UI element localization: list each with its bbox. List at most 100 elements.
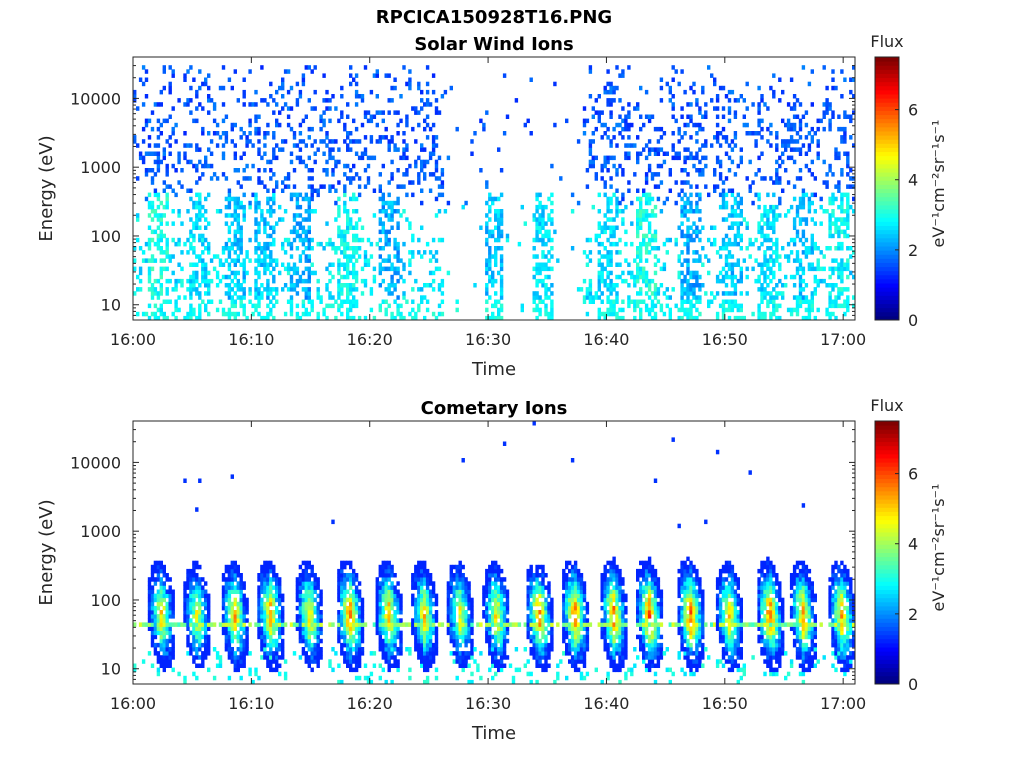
flux-cell [337, 638, 341, 644]
flux-cell [295, 291, 300, 296]
flux-cell [195, 638, 199, 644]
flux-cell [227, 618, 232, 623]
flux-cell [278, 593, 282, 599]
flux-cell [165, 614, 169, 619]
flux-cell [192, 626, 196, 631]
flux-cell [242, 581, 246, 586]
flux-cell [192, 610, 196, 615]
flux-cell [760, 176, 764, 181]
flux-cell [201, 172, 205, 177]
flux-cell [177, 159, 181, 165]
flux-cell [751, 131, 755, 136]
flux-cell [354, 622, 359, 627]
flux-cell [671, 131, 675, 136]
flux-cell [692, 122, 696, 128]
flux-cell [198, 311, 202, 317]
flux-cell [301, 573, 306, 578]
flux-cell [644, 303, 649, 309]
flux-cell [425, 102, 430, 107]
flux-cell [686, 250, 690, 255]
flux-cell [807, 200, 812, 206]
flux-cell [245, 618, 249, 623]
flux-cell [221, 622, 226, 627]
colorbar-swatch [875, 246, 899, 251]
flux-cell [307, 597, 311, 603]
flux-cell [230, 638, 234, 644]
flux-cell [204, 618, 208, 623]
flux-cell [174, 299, 178, 304]
flux-cell [627, 114, 631, 119]
flux-cell [597, 307, 601, 313]
flux-cell [828, 221, 832, 226]
flux-cell [263, 262, 267, 267]
flux-cell [201, 131, 205, 136]
flux-cell [340, 110, 344, 115]
flux-cell [272, 229, 276, 235]
flux-cell [236, 98, 240, 103]
flux-cell [289, 303, 294, 309]
flux-cell [245, 647, 249, 652]
flux-cell [479, 225, 483, 230]
flux-cell [174, 139, 178, 144]
flux-cell [313, 159, 317, 165]
flux-cell [491, 233, 495, 239]
flux-cell [659, 180, 664, 185]
flux-cell [494, 291, 498, 296]
flux-cell [307, 634, 311, 640]
flux-cell [760, 151, 764, 156]
flux-cell [319, 184, 323, 189]
flux-cell [263, 634, 267, 640]
flux-cell [639, 126, 643, 132]
flux-cell [795, 204, 800, 210]
flux-cell [636, 209, 640, 214]
flux-cell [683, 291, 687, 296]
flux-cell [357, 581, 362, 586]
flux-cell [659, 147, 664, 152]
flux-cell [597, 315, 601, 321]
flux-cell [269, 610, 273, 615]
flux-cell [798, 126, 803, 132]
flux-cell [227, 291, 232, 296]
flux-cell [650, 237, 655, 243]
flux-cell [227, 585, 232, 590]
flux-cell [736, 307, 740, 313]
flux-cell [428, 102, 433, 107]
flux-cell [686, 172, 690, 177]
flux-cell [218, 655, 223, 660]
flux-cell [674, 155, 678, 161]
flux-cell [198, 85, 202, 91]
flux-cell [810, 192, 814, 198]
flux-cell [352, 295, 356, 300]
flux-cell [257, 176, 261, 181]
flux-cell [553, 229, 557, 235]
flux-cell [233, 560, 237, 566]
flux-cell [396, 168, 400, 173]
flux-cell [721, 204, 726, 210]
flux-cell [260, 246, 264, 251]
flux-cell [408, 85, 412, 91]
flux-cell [281, 287, 285, 292]
flux-cell [275, 291, 279, 296]
flux-cell [387, 659, 391, 664]
flux-cell [189, 577, 193, 582]
flux-cell [485, 315, 489, 321]
flux-cell [283, 283, 288, 288]
flux-cell [192, 659, 196, 664]
flux-cell [727, 254, 732, 259]
flux-cell [428, 270, 433, 276]
flux-cell [428, 250, 433, 255]
flux-cell [224, 622, 229, 627]
flux-cell [591, 155, 595, 161]
flux-cell [630, 221, 634, 226]
flux-cell [310, 299, 314, 304]
flux-cell [295, 200, 300, 206]
flux-cell [198, 176, 202, 181]
flux-cell [686, 266, 690, 272]
flux-cell [695, 151, 699, 156]
flux-cell [230, 299, 234, 304]
flux-cell [724, 274, 729, 280]
flux-cell [695, 299, 699, 304]
flux-cell [156, 655, 161, 660]
flux-cell [529, 131, 533, 136]
colorbar-swatch [875, 217, 899, 222]
